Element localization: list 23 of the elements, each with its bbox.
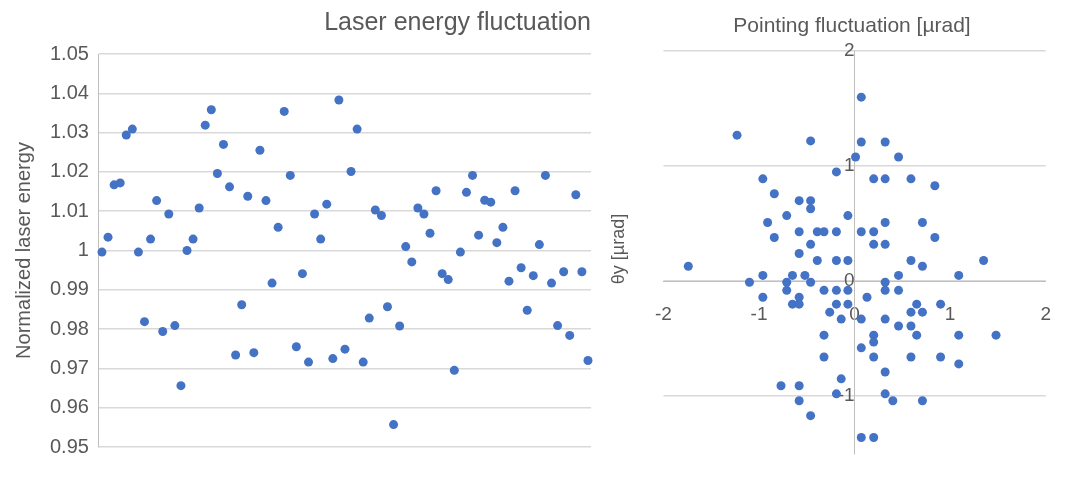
y-axis-title: Normalized laser energy xyxy=(11,142,34,359)
chart-title: Pointing fluctuation [µrad] xyxy=(733,13,971,37)
y-tick-label: 1.05 xyxy=(49,41,89,64)
x-tick-label: 2 xyxy=(1040,302,1052,324)
y-tick-label: 1 xyxy=(77,238,89,261)
y-tick-label: 0.99 xyxy=(49,277,89,300)
x-tick-label: -1 xyxy=(750,302,768,324)
y-tick-label: 0.95 xyxy=(49,434,89,457)
y-tick-label: 1.03 xyxy=(49,120,89,143)
y-tick-label: 0.96 xyxy=(49,395,89,418)
chart-title: Laser energy fluctuation xyxy=(324,6,591,35)
y-tick-label: 2 xyxy=(844,39,855,61)
x-tick-label: -2 xyxy=(654,302,672,324)
y-tick-label: -1 xyxy=(837,384,855,406)
y-tick-label: 0 xyxy=(844,269,855,291)
x-tick-label: 1 xyxy=(944,302,956,324)
y-tick-label: 1.02 xyxy=(49,159,89,182)
y-tick-label: 1 xyxy=(844,154,855,176)
y-tick-label: 1.01 xyxy=(49,198,89,221)
y-tick-label: 1.04 xyxy=(49,80,89,103)
y-tick-label: 0.97 xyxy=(49,355,89,378)
y-axis-title: θy [µrad] xyxy=(607,213,629,284)
y-tick-label: 0.98 xyxy=(49,316,89,339)
